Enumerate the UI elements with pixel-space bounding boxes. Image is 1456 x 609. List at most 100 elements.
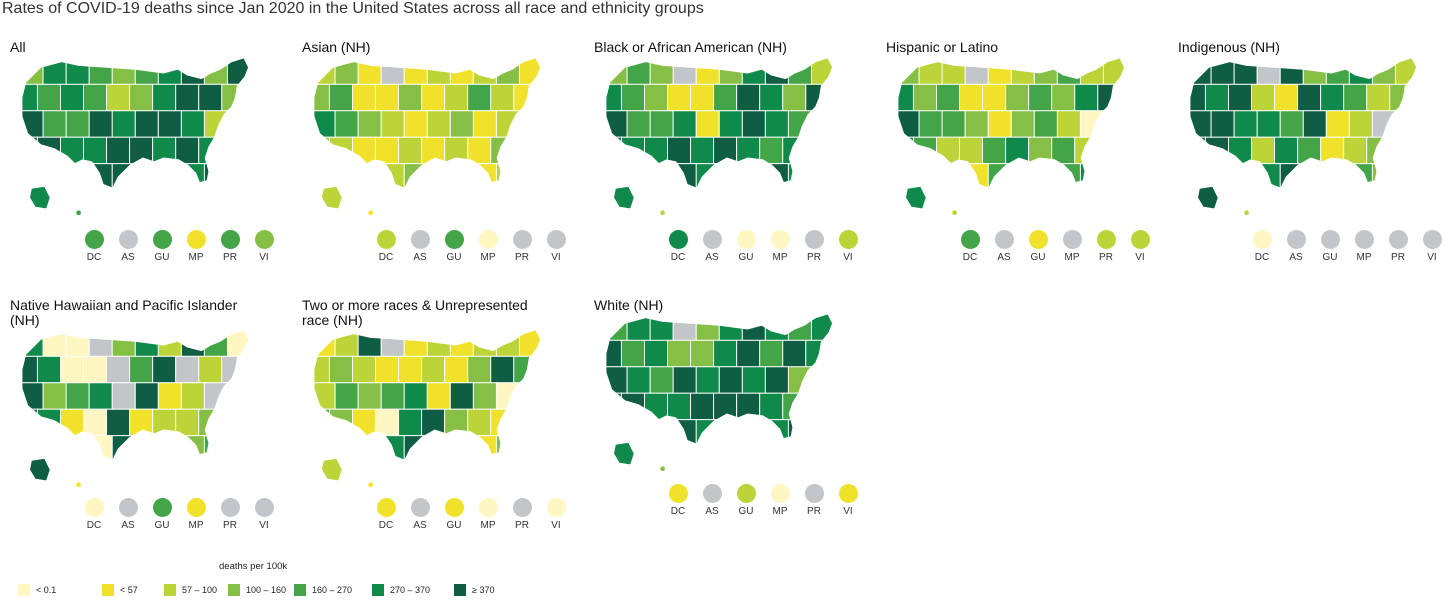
territory-item: GU: [1313, 230, 1347, 263]
state-region: [88, 329, 113, 357]
state-region: [328, 355, 353, 384]
state-region: [444, 83, 469, 112]
territory-item: MP: [1347, 230, 1381, 263]
state-region: [490, 355, 515, 384]
territory-dot: [1320, 230, 1340, 249]
state-region: [357, 382, 382, 410]
alaska-inset: [1197, 185, 1219, 210]
state-region: [21, 329, 44, 357]
territory-dot: [838, 230, 858, 249]
state-region: [690, 392, 715, 421]
state-region: [1228, 136, 1252, 165]
us-state-map: [897, 57, 1126, 216]
state-region: [626, 163, 651, 189]
state-region: [518, 435, 541, 461]
territory-dot: [1252, 230, 1272, 249]
legend-swatch: [294, 584, 306, 596]
state-region: [403, 329, 428, 357]
state-region: [1302, 163, 1327, 189]
us-outline: [1189, 57, 1418, 189]
territory-label: GU: [446, 252, 462, 263]
state-region: [605, 136, 622, 165]
alaska-inset: [321, 185, 343, 210]
territory-dot: [478, 230, 498, 249]
state-region: [313, 355, 330, 384]
state-region: [467, 355, 492, 384]
legend-item: 100 – 160: [228, 583, 286, 597]
territory-label: PR: [515, 520, 529, 531]
state-region: [644, 392, 668, 421]
state-region: [198, 83, 223, 112]
state-region: [334, 435, 359, 461]
us-outline: [897, 57, 1126, 189]
state-region: [42, 163, 67, 189]
territory-dot: [702, 484, 722, 503]
territory-dot: [410, 498, 430, 517]
territory-item: DC: [369, 230, 403, 263]
territory-dot: [478, 498, 498, 517]
territory-item: VI: [539, 230, 573, 263]
state-region: [741, 110, 766, 138]
state-region: [472, 435, 497, 461]
state-region: [1010, 110, 1035, 138]
state-region: [180, 382, 205, 410]
state-region: [513, 83, 541, 112]
state-region: [718, 163, 743, 189]
state-region: [380, 382, 405, 410]
state-region: [1010, 163, 1035, 189]
territory-dot: [254, 498, 274, 517]
state-region: [513, 355, 541, 384]
legend-label: < 57: [120, 585, 138, 595]
state-region: [713, 83, 738, 112]
hawaii-inset: [76, 210, 81, 216]
state-region: [1233, 57, 1258, 85]
legend-label: 160 – 270: [312, 585, 353, 595]
state-region: [490, 408, 515, 437]
state-region: [444, 136, 469, 165]
state-region: [897, 163, 920, 189]
state-region: [1251, 136, 1276, 165]
territory-item: MP: [179, 230, 213, 263]
state-region: [518, 110, 541, 138]
state-region: [518, 163, 541, 189]
state-region: [375, 136, 400, 165]
territory-label: AS: [997, 252, 1011, 263]
state-region: [1233, 110, 1258, 138]
territory-dot: [376, 498, 396, 517]
state-region: [334, 110, 359, 138]
territory-item: VI: [831, 230, 865, 263]
territory-dot: [1422, 230, 1442, 249]
state-region: [398, 83, 423, 112]
state-region: [987, 110, 1012, 138]
territory-dot: [1096, 230, 1116, 249]
state-region: [1102, 110, 1125, 138]
alaska-inset: [29, 457, 51, 482]
state-region: [1320, 136, 1345, 165]
state-region: [626, 110, 651, 138]
state-region: [175, 355, 200, 384]
legend-swatch: [164, 584, 176, 596]
state-region: [403, 435, 428, 461]
state-region: [313, 435, 336, 461]
state-region: [987, 57, 1012, 85]
us-state-map: [313, 57, 542, 216]
state-region: [444, 355, 469, 384]
us-outline: [21, 57, 250, 189]
territory-label: AS: [121, 520, 135, 531]
state-region: [718, 419, 743, 445]
territory-label: PR: [515, 252, 529, 263]
territory-label: AS: [413, 520, 427, 531]
state-region: [65, 435, 90, 461]
panel-title: Indigenous (NH): [1178, 39, 1280, 55]
state-region: [111, 57, 136, 85]
territory-item: VI: [831, 484, 865, 517]
map-panel: White (NH) DC AS GU MP PR VI: [594, 298, 884, 538]
state-region: [467, 83, 492, 112]
chart-title: Rates of COVID-19 deaths since Jan 2020 …: [2, 0, 704, 17]
territory-item: MP: [763, 484, 797, 517]
state-region: [1325, 163, 1350, 189]
state-region: [403, 110, 428, 138]
territory-dot: [376, 230, 396, 249]
territory-label: MP: [1064, 252, 1080, 263]
territory-dot: [804, 484, 824, 503]
